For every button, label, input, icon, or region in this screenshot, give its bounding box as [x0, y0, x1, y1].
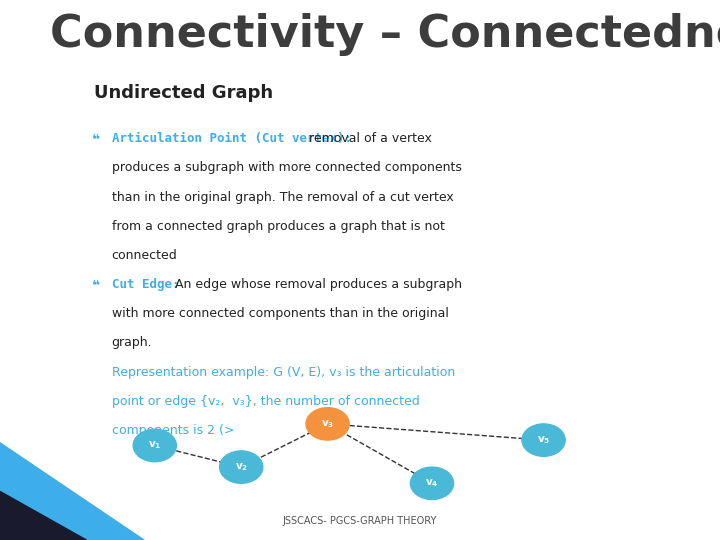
Text: Undirected Graph: Undirected Graph	[94, 84, 273, 102]
Polygon shape	[0, 491, 86, 540]
Text: $\mathregular{v_{3}}$: $\mathregular{v_{3}}$	[321, 418, 334, 430]
Text: components is 2 (>: components is 2 (>	[112, 424, 234, 437]
Text: point or edge {v₂,  v₃}, the number of connected: point or edge {v₂, v₃}, the number of co…	[112, 395, 419, 408]
Circle shape	[306, 408, 349, 440]
Text: from a connected graph produces a graph that is not: from a connected graph produces a graph …	[112, 220, 444, 233]
Text: than in the original graph. The removal of a cut vertex: than in the original graph. The removal …	[112, 191, 454, 204]
Text: Connectivity – Connectedness: Connectivity – Connectedness	[50, 14, 720, 57]
Polygon shape	[0, 443, 144, 540]
Text: ❝: ❝	[92, 132, 100, 146]
Text: JSSCACS- PGCS-GRAPH THEORY: JSSCACS- PGCS-GRAPH THEORY	[283, 516, 437, 526]
Text: An edge whose removal produces a subgraph: An edge whose removal produces a subgrap…	[171, 278, 462, 291]
Circle shape	[220, 451, 263, 483]
Text: graph.: graph.	[112, 336, 152, 349]
Circle shape	[410, 467, 454, 500]
Text: Cut Edge:: Cut Edge:	[112, 278, 179, 291]
Text: Representation example: G (V, E), v₃ is the articulation: Representation example: G (V, E), v₃ is …	[112, 366, 455, 379]
Text: ❝: ❝	[92, 278, 100, 292]
Text: connected: connected	[112, 249, 177, 262]
Text: removal of a vertex: removal of a vertex	[305, 132, 431, 145]
Text: Articulation Point (Cut vertex):: Articulation Point (Cut vertex):	[112, 132, 351, 145]
Text: $\mathregular{v_{1}}$: $\mathregular{v_{1}}$	[148, 440, 161, 451]
Circle shape	[133, 429, 176, 462]
Text: with more connected components than in the original: with more connected components than in t…	[112, 307, 449, 320]
Text: $\mathregular{v_{5}}$: $\mathregular{v_{5}}$	[537, 434, 550, 446]
Text: $\mathregular{v_{2}}$: $\mathregular{v_{2}}$	[235, 461, 248, 473]
Text: $\mathregular{v_{4}}$: $\mathregular{v_{4}}$	[426, 477, 438, 489]
Circle shape	[522, 424, 565, 456]
Text: produces a subgraph with more connected components: produces a subgraph with more connected …	[112, 161, 462, 174]
